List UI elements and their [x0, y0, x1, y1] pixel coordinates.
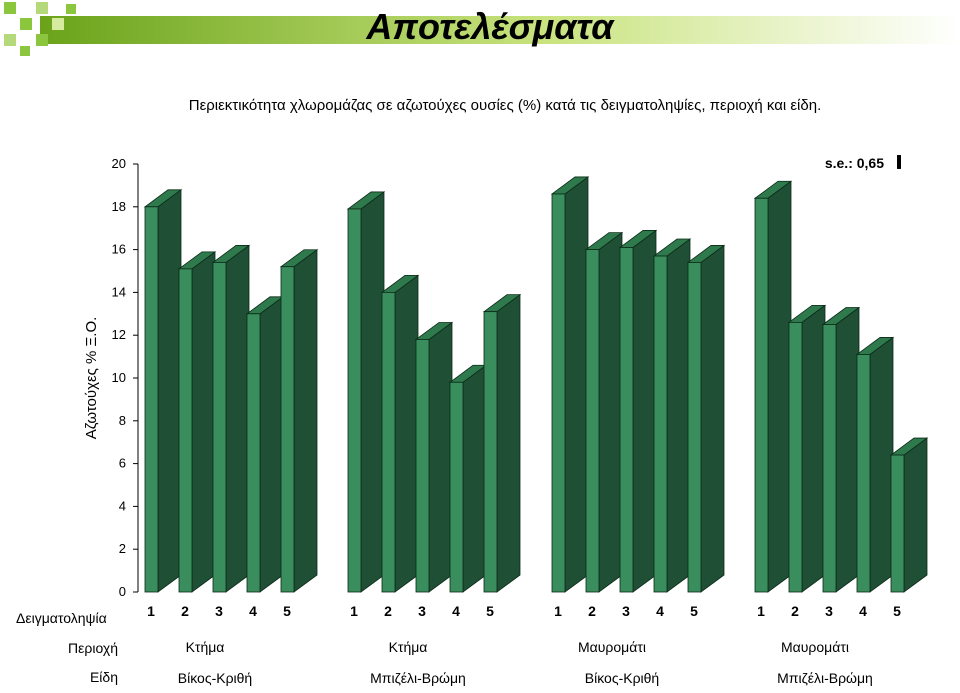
bar-side	[869, 336, 894, 593]
bar	[619, 247, 634, 593]
banner-square	[36, 34, 48, 46]
banner-strip	[40, 16, 960, 44]
bar-side	[462, 364, 487, 593]
slide-title: Αποτελέσματα	[366, 6, 614, 47]
bar	[653, 255, 668, 593]
se-label: s.e.: 0,65	[825, 155, 884, 171]
category-label: 1	[757, 603, 765, 619]
bar-side	[259, 296, 284, 593]
bar	[822, 324, 837, 593]
bar-side	[157, 189, 182, 593]
y-tick-label: 10	[112, 370, 126, 385]
bar	[347, 208, 362, 593]
category-label: 5	[893, 603, 901, 619]
y-tick-label: 12	[112, 327, 126, 342]
category-label: 5	[283, 603, 291, 619]
species-label: Βίκος-Κριθή	[585, 670, 659, 686]
category-label: 4	[859, 603, 867, 619]
y-tick-label: 6	[119, 456, 126, 471]
bar	[754, 197, 769, 593]
se-bar	[897, 155, 901, 169]
row-label-region: Περιοχή	[68, 640, 118, 656]
y-axis-label: Αζωτούχες % Ξ.Ο.	[83, 317, 100, 440]
species-label: Μπιζέλι-Βρώμη	[370, 670, 466, 686]
banner-square	[36, 2, 48, 14]
y-tick-label: 8	[119, 413, 126, 428]
y-tick-label: 18	[112, 199, 126, 214]
bar	[246, 313, 261, 593]
bar-side	[801, 304, 826, 593]
bar	[280, 266, 295, 593]
region-label: Μαυρομάτι	[781, 639, 849, 655]
bar-side	[632, 229, 657, 593]
bar-side	[191, 251, 216, 593]
bar-side	[666, 238, 691, 593]
banner-square	[52, 18, 64, 30]
banner-square	[4, 2, 16, 14]
bar-side	[394, 274, 419, 593]
category-label: 4	[249, 603, 257, 619]
species-label: Μπιζέλι-Βρώμη	[777, 670, 873, 686]
bar-side	[835, 306, 860, 593]
region-label: Κτήμα	[186, 639, 225, 655]
category-label: 2	[791, 603, 799, 619]
category-label: 3	[215, 603, 223, 619]
bar-side	[903, 437, 928, 593]
bar-side	[700, 244, 725, 593]
category-label: 1	[147, 603, 155, 619]
category-label: 2	[588, 603, 596, 619]
region-label: Μαυρομάτι	[578, 639, 646, 655]
bar-side	[293, 248, 318, 593]
bar	[381, 291, 396, 593]
bar	[585, 249, 600, 593]
bar-side	[496, 293, 521, 593]
bar	[551, 193, 566, 593]
bar	[449, 381, 464, 593]
region-label: Κτήμα	[389, 639, 428, 655]
bar	[687, 262, 702, 593]
category-label: 2	[181, 603, 189, 619]
category-label: 3	[622, 603, 630, 619]
banner-square	[20, 18, 32, 30]
bar-side	[428, 321, 453, 593]
bar	[856, 354, 871, 593]
y-tick-label: 20	[112, 156, 126, 171]
category-label: 5	[486, 603, 494, 619]
category-label: 3	[418, 603, 426, 619]
bar	[415, 339, 430, 593]
bar	[178, 268, 193, 593]
y-tick-label: 2	[119, 541, 126, 556]
bar-side	[598, 231, 623, 593]
y-tick-label: 16	[112, 242, 126, 257]
category-label: 1	[350, 603, 358, 619]
bar-side	[360, 191, 385, 593]
y-tick-label: 14	[112, 284, 126, 299]
bar	[144, 206, 159, 593]
category-label: 4	[656, 603, 664, 619]
species-label: Βίκος-Κριθή	[178, 670, 252, 686]
banner-square	[66, 4, 76, 14]
category-label: 3	[825, 603, 833, 619]
category-label: 4	[452, 603, 460, 619]
chart-title: Περιεκτικότητα χλωρομάζας σε αζωτούχες ο…	[188, 97, 822, 114]
title-banner	[4, 2, 960, 56]
bar-side	[564, 176, 589, 593]
bar	[483, 311, 498, 593]
row-label-sampling: Δειγματοληψία	[16, 610, 107, 626]
y-tick-label: 4	[119, 498, 126, 513]
row-label-species: Είδη	[90, 669, 118, 685]
bar-side	[225, 244, 250, 593]
bar	[788, 321, 803, 593]
category-label: 5	[690, 603, 698, 619]
bar	[890, 454, 905, 593]
banner-square	[4, 34, 16, 46]
banner-square	[20, 46, 30, 56]
bar	[212, 262, 227, 593]
bar-side	[767, 180, 792, 593]
y-tick-label: 0	[119, 584, 126, 599]
category-label: 1	[554, 603, 562, 619]
category-label: 2	[384, 603, 392, 619]
